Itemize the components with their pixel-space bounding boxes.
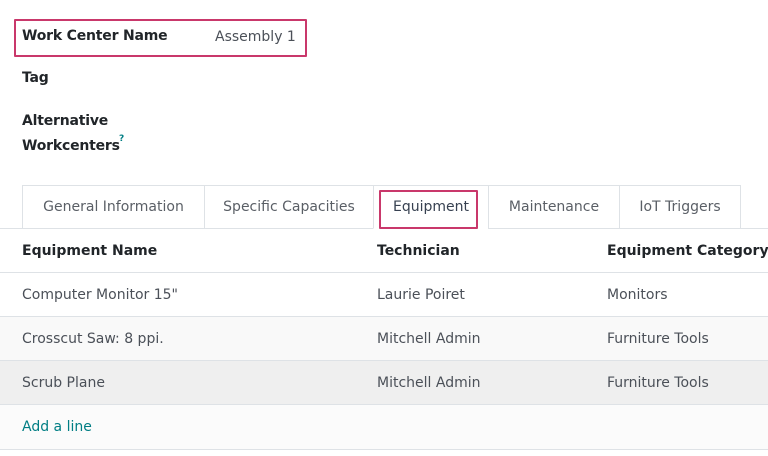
technician-cell: Mitchell Admin — [377, 375, 481, 391]
tag-label: Tag — [22, 70, 49, 86]
help-tooltip-icon[interactable]: ? — [119, 134, 125, 144]
alternative-workcenters-label-line2: Workcenters — [22, 138, 120, 154]
equipment-name-cell: Scrub Plane — [22, 375, 105, 391]
table-row[interactable]: Crosscut Saw: 8 ppi. Mitchell Admin Furn… — [0, 317, 768, 361]
category-cell: Monitors — [607, 287, 668, 303]
work-center-name-highlight — [14, 19, 307, 57]
technician-cell: Mitchell Admin — [377, 331, 481, 347]
table-row[interactable]: Scrub Plane Mitchell Admin Furniture Too… — [0, 361, 768, 405]
technician-cell: Laurie Poiret — [377, 287, 465, 303]
tab-iot-triggers[interactable]: IoT Triggers — [619, 185, 741, 229]
column-equipment-name[interactable]: Equipment Name — [22, 243, 158, 259]
work-center-name-label: Work Center Name — [22, 28, 168, 44]
tab-maintenance[interactable]: Maintenance — [488, 185, 619, 229]
category-cell: Furniture Tools — [607, 331, 709, 347]
equipment-name-cell: Crosscut Saw: 8 ppi. — [22, 331, 164, 347]
column-technician[interactable]: Technician — [377, 243, 460, 259]
add-line-row: Add a line — [0, 405, 768, 450]
tab-specific-capacities[interactable]: Specific Capacities — [204, 185, 373, 229]
category-cell: Furniture Tools — [607, 375, 709, 391]
notebook-tabs: General Information Specific Capacities … — [22, 185, 741, 229]
work-center-name-field[interactable]: Assembly 1 — [215, 29, 296, 45]
equipment-name-cell: Computer Monitor 15" — [22, 287, 178, 303]
tab-general-information[interactable]: General Information — [22, 185, 204, 229]
table-header: Equipment Name Technician Equipment Cate… — [0, 229, 768, 273]
alternative-workcenters-label-line1: Alternative — [22, 113, 109, 129]
equipment-tab-highlight — [379, 190, 478, 229]
column-equipment-category[interactable]: Equipment Category — [607, 243, 768, 259]
table-row[interactable]: Computer Monitor 15" Laurie Poiret Monit… — [0, 273, 768, 317]
add-line-link[interactable]: Add a line — [22, 419, 92, 435]
